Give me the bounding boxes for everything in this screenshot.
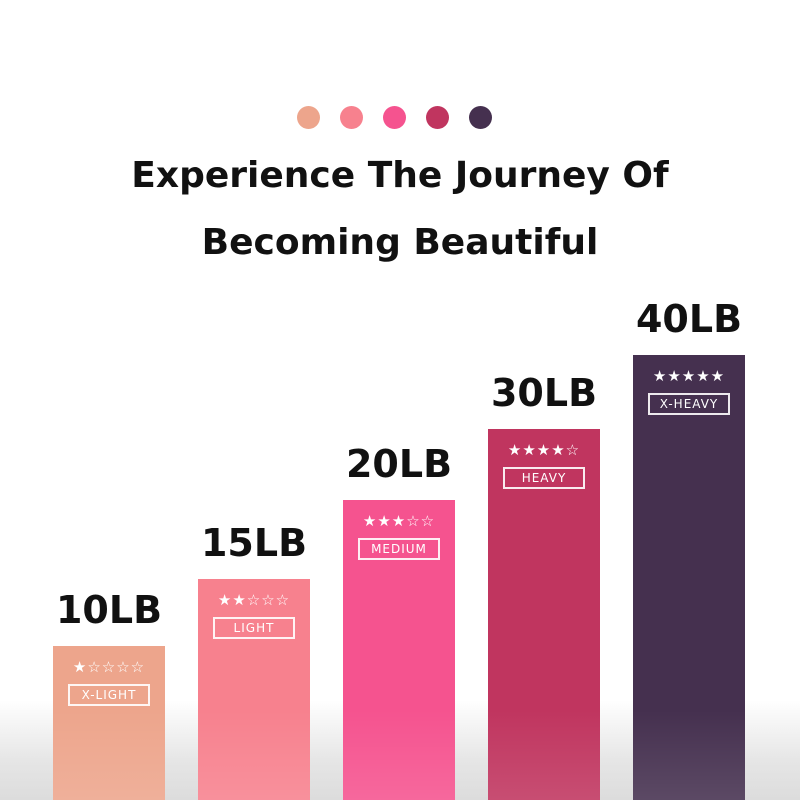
color-dot: [340, 106, 363, 129]
bar-light: ★★☆☆☆ LIGHT: [198, 579, 310, 800]
star-rating: ★☆☆☆☆: [72, 658, 146, 676]
value-label: 15LB: [200, 521, 308, 565]
bar-medium: ★★★☆☆ MEDIUM: [343, 500, 455, 800]
level-label: X-LIGHT: [68, 684, 150, 706]
value-label: 10LB: [55, 588, 163, 632]
level-label: MEDIUM: [358, 538, 440, 560]
bar-heavy: ★★★★☆ HEAVY: [488, 429, 600, 800]
color-dot: [426, 106, 449, 129]
value-label: 30LB: [490, 371, 598, 415]
star-rating: ★★★★☆: [507, 441, 581, 459]
headline-line-1: Experience The Journey Of: [131, 155, 669, 196]
level-label: LIGHT: [213, 617, 295, 639]
star-rating: ★★☆☆☆: [217, 591, 291, 609]
color-dot: [469, 106, 492, 129]
color-dot: [383, 106, 406, 129]
color-dot: [297, 106, 320, 129]
value-label: 20LB: [345, 442, 453, 486]
value-label: 40LB: [635, 297, 743, 341]
star-rating: ★★★★★: [652, 367, 726, 385]
color-dots: [297, 106, 492, 129]
level-label: X-HEAVY: [648, 393, 730, 415]
bar-x-light: ★☆☆☆☆ X-LIGHT: [53, 646, 165, 800]
star-rating: ★★★☆☆: [362, 512, 436, 530]
bar-x-heavy: ★★★★★ X-HEAVY: [633, 355, 745, 800]
headline-line-2: Becoming Beautiful: [201, 222, 599, 263]
level-label: HEAVY: [503, 467, 585, 489]
